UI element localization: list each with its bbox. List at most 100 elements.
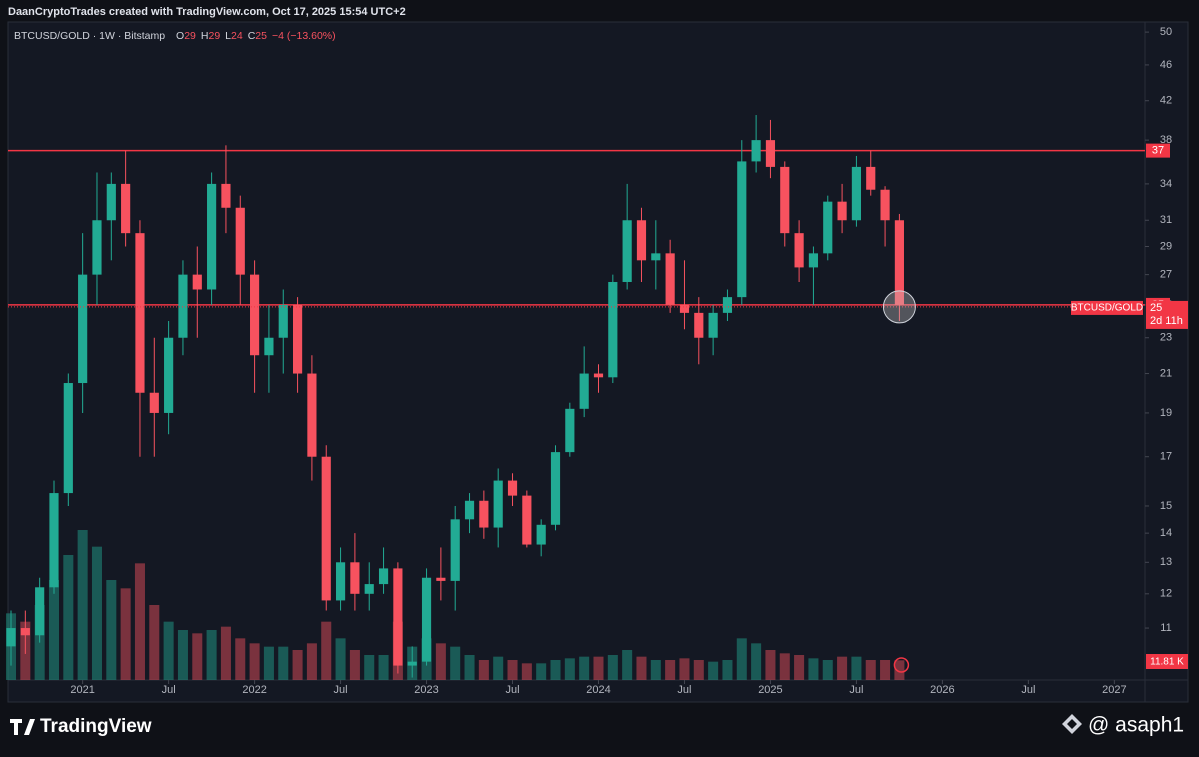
volume-bar [493,656,504,680]
volume-bar [364,655,375,680]
candle-body [636,220,647,261]
legend-value: 25 [255,30,267,42]
candle-body [278,304,288,338]
candle-body [565,408,575,453]
volume-bar [650,660,661,680]
y-tick-label: 27 [1160,269,1172,281]
x-tick-label: Jul [1021,684,1035,696]
x-tick-label: Jul [505,684,519,696]
volume-bar [163,621,174,680]
legend-key: C [248,30,256,42]
candle-body [522,495,532,545]
volume-bar [120,588,131,680]
x-tick-label: Jul [677,684,691,696]
volume-bar [579,656,590,680]
candle-body [135,233,145,393]
volume-bar [192,633,203,680]
volume-bar [321,621,332,680]
y-tick-label: 46 [1160,59,1172,71]
candle-body [536,524,546,545]
candle-body [722,297,733,313]
volume-bar [278,646,289,680]
candle-body [550,452,561,525]
candle-body [264,337,274,356]
volume-bar [593,656,604,680]
volume-bar [378,655,389,680]
volume-bar [335,638,346,680]
candle-body [63,383,73,494]
candle-body [780,166,790,234]
y-tick-label: 50 [1160,26,1172,38]
legend-key: L [225,30,231,42]
volume-bar [679,658,690,680]
candle-body [421,577,432,662]
legend-value: 24 [231,30,243,42]
candle-body [866,166,876,190]
volume-bar [765,650,776,680]
handle-icon [1062,714,1082,734]
volume-bar [564,658,575,680]
candle-body [765,140,776,167]
candle-body [292,304,303,374]
volume-bar [77,530,88,680]
y-tick-label: 11 [1160,622,1171,634]
x-tick-label: Jul [849,684,863,696]
candle-body [436,577,446,581]
candle-body [350,562,360,594]
volume-bar [249,643,260,680]
last-name-bg [1071,300,1143,315]
volume-bar [63,555,74,680]
volume-bar [48,580,60,680]
volume-bar [435,643,446,680]
volume-bar [149,605,160,680]
y-tick-label: 12 [1160,588,1172,600]
candle-body [178,274,188,338]
volume-bar [693,660,704,680]
volume-bar [206,630,217,680]
candle-body [106,183,116,221]
volume-bar [235,638,246,680]
candle-body [464,500,475,520]
y-tick-label: 17 [1160,451,1172,463]
candle-body [694,312,704,338]
candle-body [622,220,632,282]
chart-bg [7,21,1189,703]
volume-bar [91,546,102,680]
footer-handle: @ asaph1 [1088,714,1184,737]
legend-change: −4 (−13.60%) [272,30,336,42]
candle-body [823,201,833,254]
candle-body [20,628,30,636]
x-tick-label: Jul [334,684,348,696]
candle-body [479,500,489,528]
y-tick-label: 14 [1160,527,1172,539]
candle-body [192,274,202,290]
y-tick-label: 38 [1160,134,1172,146]
candle-body [250,274,260,356]
volume-label-bg [1146,654,1188,669]
candle-body [407,661,417,666]
candle-body [737,161,747,298]
volume-bar [665,660,676,680]
candle-body [307,373,317,457]
volume-bar [880,660,891,680]
volume-bar [306,643,317,680]
candle-body [6,628,16,647]
candle-body [708,312,718,338]
legend-value: 29 [208,30,220,42]
x-tick-label: 2025 [758,684,782,696]
candle-body [593,373,604,378]
volume-bar [837,656,848,680]
candle-body [35,587,45,636]
y-tick-label: 21 [1160,367,1172,379]
x-tick-label: Jul [162,684,176,696]
volume-bar [751,643,762,680]
volume-bar [607,655,618,680]
volume-bar [708,661,719,680]
volume-bar [722,660,733,680]
candle-body [378,568,389,585]
volume-bar [865,660,876,680]
candle-body [49,493,59,588]
volume-bar [507,660,518,680]
candle-body [837,201,847,221]
candle-body [149,392,159,413]
